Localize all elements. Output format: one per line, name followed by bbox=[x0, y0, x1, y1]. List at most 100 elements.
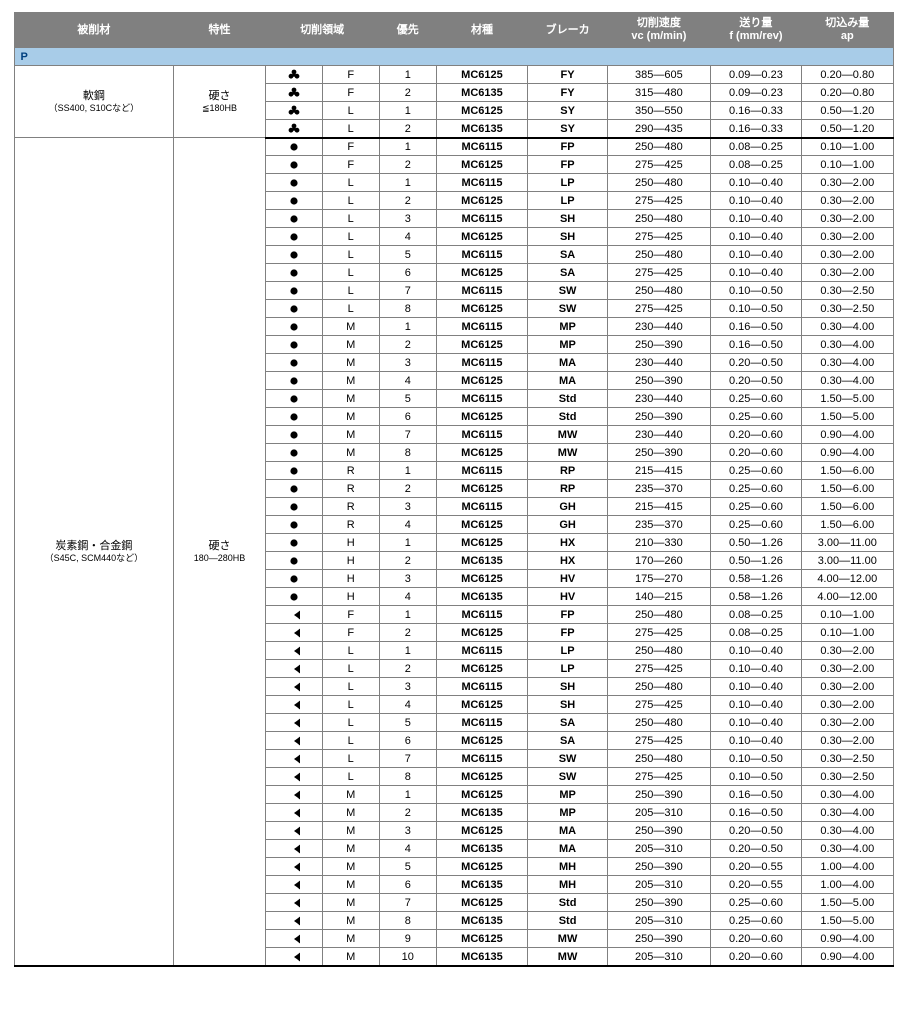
ap-cell: 0.30―2.50 bbox=[802, 282, 893, 300]
clover-icon bbox=[288, 69, 300, 81]
circle-icon bbox=[288, 501, 300, 513]
vc-cell: 250―390 bbox=[608, 786, 711, 804]
f-cell: 0.10―0.40 bbox=[710, 264, 801, 282]
grade-cell: MC6115 bbox=[436, 678, 527, 696]
region-icon-cell bbox=[265, 732, 322, 750]
f-cell: 0.20―0.50 bbox=[710, 840, 801, 858]
priority-cell: 7 bbox=[379, 426, 436, 444]
f-cell: 0.10―0.40 bbox=[710, 192, 801, 210]
region-icon-cell bbox=[265, 228, 322, 246]
grade-cell: MC6125 bbox=[436, 102, 527, 120]
ap-cell: 1.50―6.00 bbox=[802, 462, 893, 480]
region-cell: L bbox=[322, 642, 379, 660]
breaker-cell: Std bbox=[528, 912, 608, 930]
ap-cell: 0.30―2.00 bbox=[802, 246, 893, 264]
breaker-cell: SA bbox=[528, 714, 608, 732]
region-cell: F bbox=[322, 624, 379, 642]
vc-cell: 275―425 bbox=[608, 228, 711, 246]
breaker-cell: SA bbox=[528, 732, 608, 750]
region-cell: M bbox=[322, 786, 379, 804]
region-cell: L bbox=[322, 264, 379, 282]
f-cell: 0.10―0.40 bbox=[710, 678, 801, 696]
priority-cell: 5 bbox=[379, 714, 436, 732]
ap-cell: 0.30―4.00 bbox=[802, 336, 893, 354]
f-cell: 0.10―0.40 bbox=[710, 696, 801, 714]
region-cell: L bbox=[322, 696, 379, 714]
region-cell: M bbox=[322, 408, 379, 426]
f-cell: 0.10―0.40 bbox=[710, 210, 801, 228]
vc-cell: 275―425 bbox=[608, 624, 711, 642]
region-icon-cell bbox=[265, 138, 322, 156]
ap-cell: 0.10―1.00 bbox=[802, 156, 893, 174]
breaker-cell: HV bbox=[528, 570, 608, 588]
grade-cell: MC6115 bbox=[436, 750, 527, 768]
material-cell: 炭素鋼・合金鋼（S45C, SCM440など） bbox=[14, 138, 174, 966]
ap-cell: 1.50―6.00 bbox=[802, 498, 893, 516]
circle-icon bbox=[288, 465, 300, 477]
f-cell: 0.50―1.26 bbox=[710, 534, 801, 552]
ap-cell: 0.10―1.00 bbox=[802, 606, 893, 624]
f-cell: 0.50―1.26 bbox=[710, 552, 801, 570]
region-icon-cell bbox=[265, 372, 322, 390]
ap-cell: 0.10―1.00 bbox=[802, 138, 893, 156]
ap-cell: 3.00―11.00 bbox=[802, 552, 893, 570]
priority-cell: 2 bbox=[379, 192, 436, 210]
breaker-cell: HX bbox=[528, 534, 608, 552]
grade-cell: MC6125 bbox=[436, 228, 527, 246]
region-icon-cell bbox=[265, 462, 322, 480]
circle-icon bbox=[288, 357, 300, 369]
region-cell: R bbox=[322, 462, 379, 480]
circle-icon bbox=[288, 519, 300, 531]
region-icon-cell bbox=[265, 498, 322, 516]
vc-cell: 250―480 bbox=[608, 714, 711, 732]
grade-cell: MC6125 bbox=[436, 300, 527, 318]
grade-cell: MC6125 bbox=[436, 894, 527, 912]
priority-cell: 3 bbox=[379, 822, 436, 840]
priority-cell: 1 bbox=[379, 66, 436, 84]
grade-cell: MC6125 bbox=[436, 624, 527, 642]
grade-cell: MC6135 bbox=[436, 120, 527, 138]
region-icon-cell bbox=[265, 768, 322, 786]
vc-cell: 275―425 bbox=[608, 768, 711, 786]
breaker-cell: HX bbox=[528, 552, 608, 570]
f-cell: 0.16―0.33 bbox=[710, 102, 801, 120]
ap-cell: 0.30―2.00 bbox=[802, 192, 893, 210]
vc-cell: 175―270 bbox=[608, 570, 711, 588]
circle-icon bbox=[288, 141, 300, 153]
region-cell: L bbox=[322, 768, 379, 786]
vc-cell: 250―390 bbox=[608, 930, 711, 948]
f-cell: 0.20―0.60 bbox=[710, 948, 801, 966]
f-cell: 0.08―0.25 bbox=[710, 138, 801, 156]
pac-icon bbox=[288, 699, 300, 711]
grade-cell: MC6135 bbox=[436, 804, 527, 822]
priority-cell: 1 bbox=[379, 174, 436, 192]
region-icon-cell bbox=[265, 822, 322, 840]
circle-icon bbox=[288, 375, 300, 387]
grade-cell: MC6115 bbox=[436, 462, 527, 480]
region-icon-cell bbox=[265, 840, 322, 858]
ap-cell: 1.50―6.00 bbox=[802, 480, 893, 498]
breaker-cell: FP bbox=[528, 156, 608, 174]
vc-cell: 275―425 bbox=[608, 300, 711, 318]
breaker-cell: MP bbox=[528, 336, 608, 354]
clover-icon bbox=[288, 123, 300, 135]
region-icon-cell bbox=[265, 120, 322, 138]
vc-cell: 170―260 bbox=[608, 552, 711, 570]
region-cell: M bbox=[322, 876, 379, 894]
breaker-cell: SW bbox=[528, 768, 608, 786]
pac-icon bbox=[288, 609, 300, 621]
priority-cell: 1 bbox=[379, 642, 436, 660]
priority-cell: 9 bbox=[379, 930, 436, 948]
ap-cell: 0.90―4.00 bbox=[802, 930, 893, 948]
grade-cell: MC6125 bbox=[436, 768, 527, 786]
vc-cell: 275―425 bbox=[608, 264, 711, 282]
vc-cell: 250―390 bbox=[608, 336, 711, 354]
priority-cell: 2 bbox=[379, 84, 436, 102]
region-icon-cell bbox=[265, 156, 322, 174]
breaker-cell: MP bbox=[528, 804, 608, 822]
grade-cell: MC6125 bbox=[436, 336, 527, 354]
breaker-cell: Std bbox=[528, 390, 608, 408]
vc-cell: 230―440 bbox=[608, 318, 711, 336]
priority-cell: 2 bbox=[379, 552, 436, 570]
breaker-cell: FP bbox=[528, 606, 608, 624]
